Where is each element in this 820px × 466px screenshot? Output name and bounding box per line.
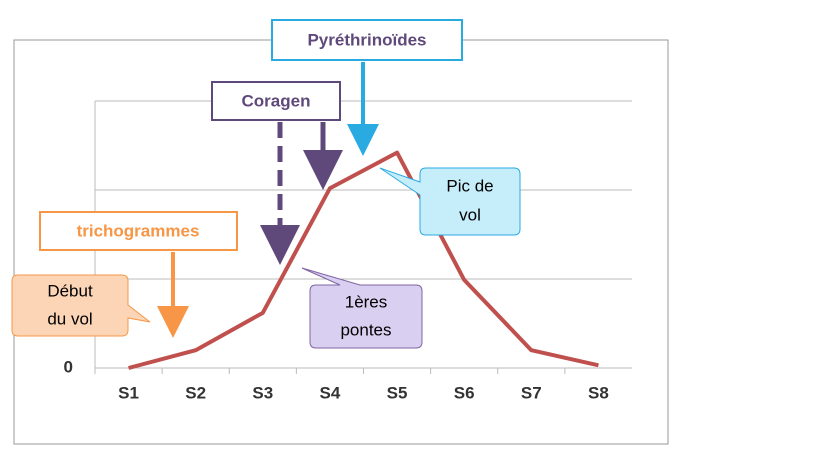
- annotation: pontes: [340, 320, 391, 339]
- x-tick-label: S4: [320, 383, 341, 402]
- label-box: [271, 19, 463, 61]
- x-tick-label: S6: [454, 383, 475, 402]
- callout: [301, 267, 423, 349]
- x-tick-label: S7: [521, 383, 542, 402]
- annotation: du vol: [47, 309, 92, 328]
- x-tick-label: S5: [387, 383, 408, 402]
- annotation: Début: [47, 281, 93, 300]
- annotation: Pic de: [446, 176, 493, 195]
- annotation: 1ères: [345, 292, 388, 311]
- annotation: Pyréthrinoïdes: [307, 30, 426, 49]
- line: [128, 150, 599, 370]
- x-tick-label: S2: [185, 383, 206, 402]
- annotation: trichogrammes: [77, 221, 200, 240]
- y-tick-label: 0: [64, 357, 73, 376]
- annotation: Coragen: [242, 91, 311, 110]
- label-box: [211, 81, 341, 121]
- label-box: [39, 211, 238, 251]
- callout: [379, 167, 521, 236]
- x-tick-label: S1: [118, 383, 139, 402]
- x-tick-label: S3: [252, 383, 273, 402]
- annotation: vol: [459, 205, 481, 224]
- callout: [11, 274, 151, 337]
- x-tick-label: S8: [588, 383, 609, 402]
